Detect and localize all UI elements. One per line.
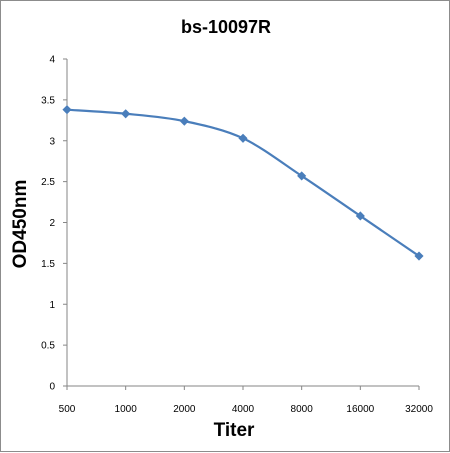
data-point-marker <box>297 171 307 181</box>
x-tick-label: 16000 <box>346 404 374 415</box>
x-tick-label: 1000 <box>115 404 138 415</box>
x-axis-label: Titer <box>214 420 255 441</box>
data-point-marker <box>121 109 131 119</box>
y-tick-label: 3.5 <box>41 95 55 106</box>
x-tick-label: 2000 <box>173 404 196 415</box>
x-axis: 500 1000 2000 4000 8000 16000 32000 <box>59 385 433 415</box>
data-point-marker <box>355 211 365 221</box>
x-tick-label: 8000 <box>291 404 314 415</box>
data-point-marker <box>414 251 424 261</box>
y-tick-label: 4 <box>49 55 55 66</box>
x-tick-label: 32000 <box>405 404 433 415</box>
y-tick-label: 3 <box>49 136 55 147</box>
y-axis-label: OD450nm <box>10 180 31 269</box>
series-line <box>66 108 420 257</box>
data-point-marker <box>62 105 72 115</box>
data-point-marker <box>238 133 248 143</box>
y-tick-label: 0 <box>49 382 55 393</box>
x-tick-label: 500 <box>59 404 76 415</box>
y-tick-label: 0.5 <box>41 341 55 352</box>
y-tick-label: 1 <box>49 300 55 311</box>
series-layer <box>62 105 424 261</box>
y-tick-label: 2 <box>49 218 55 229</box>
y-tick-label: 1.5 <box>41 259 55 270</box>
data-point-marker <box>179 116 189 126</box>
x-tick-label: 4000 <box>232 404 255 415</box>
y-tick-label: 2.5 <box>41 177 55 188</box>
y-axis: 0 0.5 1 1.5 2 2.5 3 3.5 4 <box>41 55 68 393</box>
chart-title: bs-10097R <box>181 17 271 37</box>
